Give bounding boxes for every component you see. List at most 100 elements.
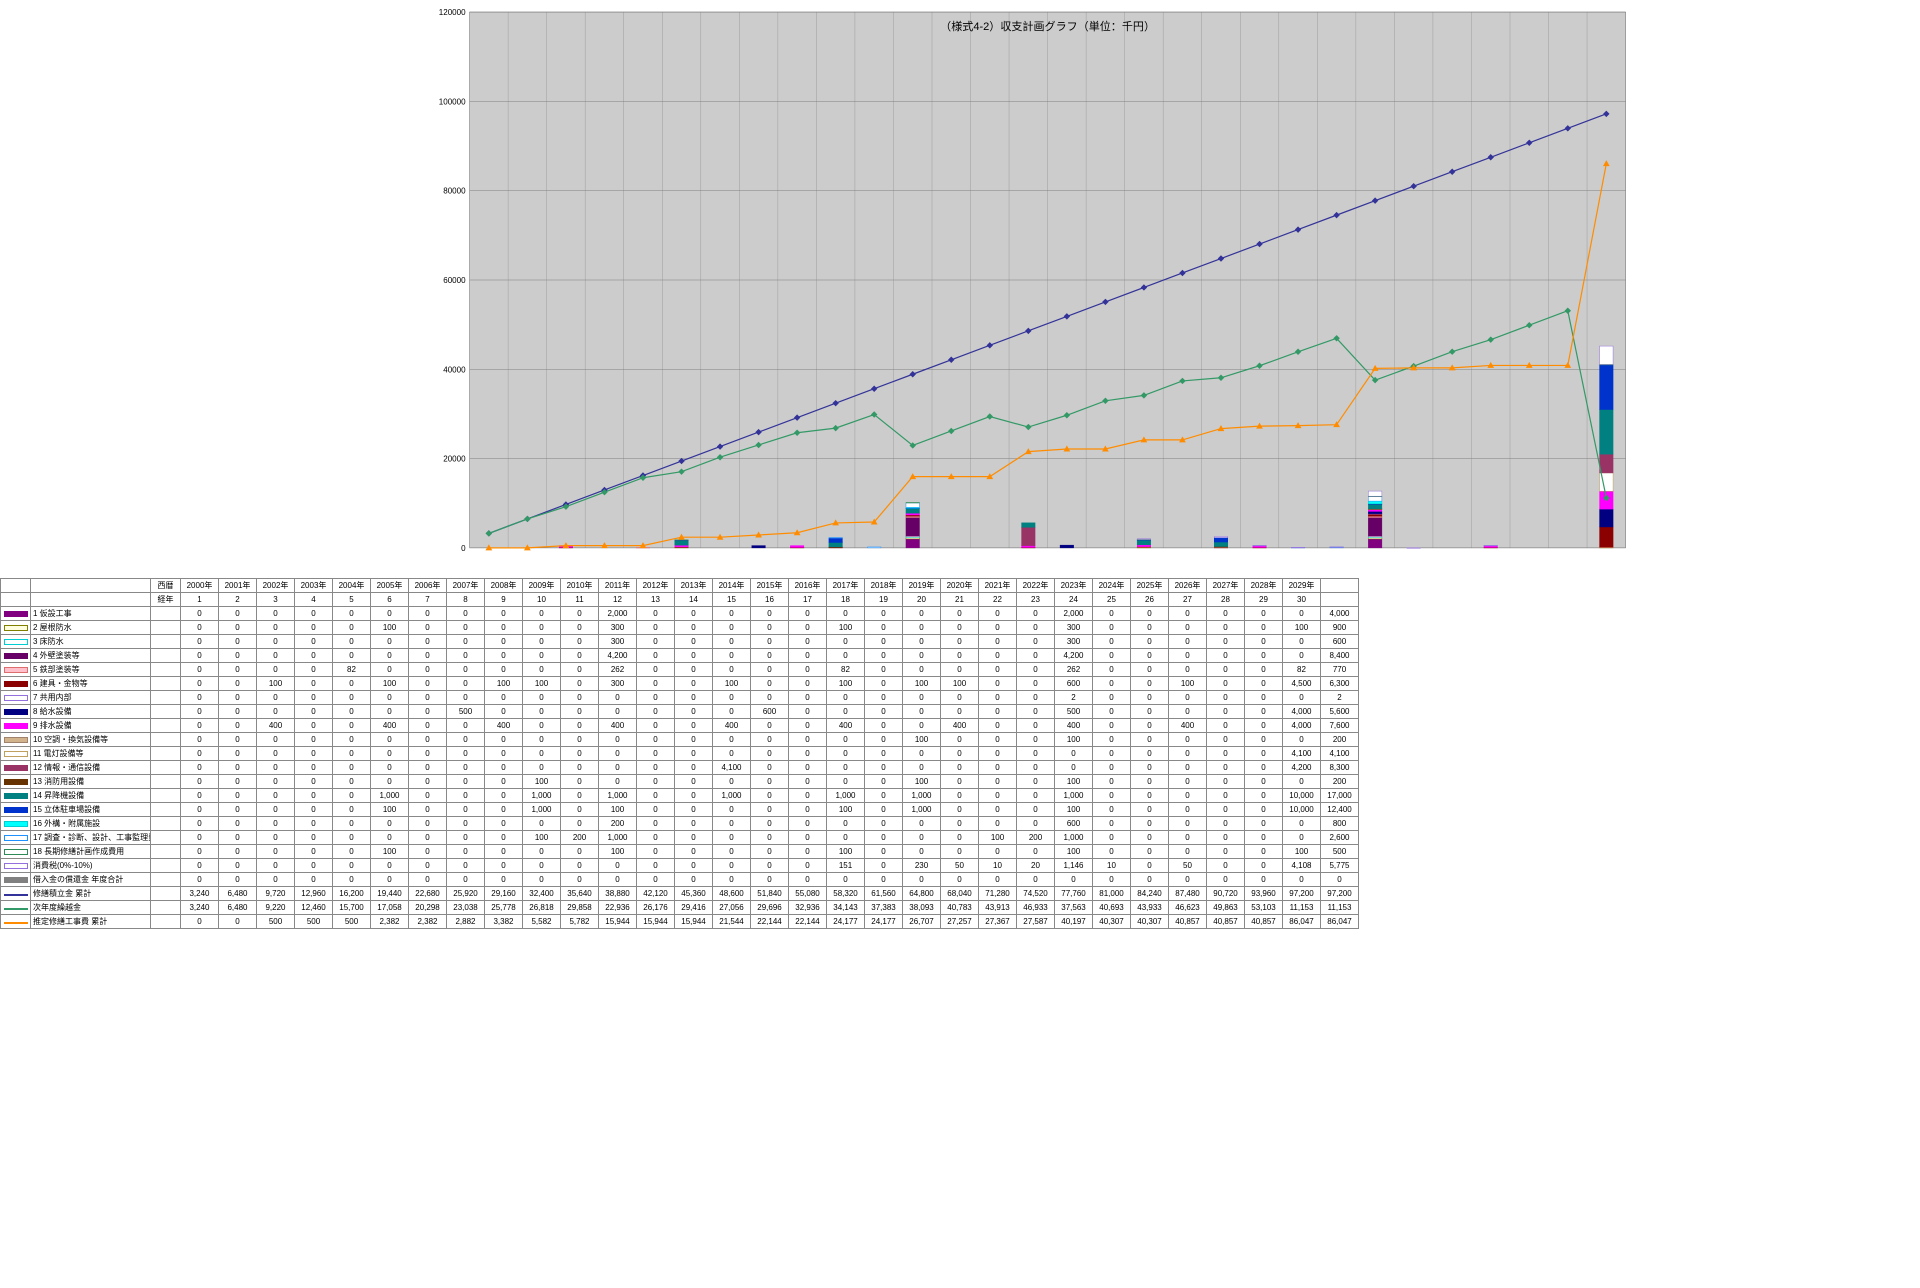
- cell: 0: [1169, 705, 1207, 719]
- cell: 0: [181, 621, 219, 635]
- cell: 100: [1055, 845, 1093, 859]
- cell: 84,240: [1131, 887, 1169, 901]
- cell: 400: [371, 719, 409, 733]
- cell: 0: [637, 747, 675, 761]
- cell: 0: [637, 705, 675, 719]
- cell: 500: [1321, 845, 1359, 859]
- cell: 0: [941, 789, 979, 803]
- cell: 22,144: [789, 915, 827, 929]
- cell: 0: [1207, 607, 1245, 621]
- cell: 0: [903, 607, 941, 621]
- cell: 0: [979, 691, 1017, 705]
- cell: 0: [675, 789, 713, 803]
- table-row: 6 建具・金物等00100001000010010003000010000100…: [1, 677, 1359, 691]
- series-label: 4 外壁塗装等: [31, 649, 151, 663]
- cell: 0: [409, 803, 447, 817]
- year-header: 2018年: [865, 579, 903, 593]
- table-row: 4 外壁塗装等000000000004,200000000000004,2000…: [1, 649, 1359, 663]
- cell: 0: [1131, 845, 1169, 859]
- table-row: 7 共用内部0000000000000000000000020000002: [1, 691, 1359, 705]
- cell: 12,460: [295, 901, 333, 915]
- cell: 2,882: [447, 915, 485, 929]
- cell: 0: [941, 803, 979, 817]
- cell: 1,146: [1055, 859, 1093, 873]
- cell: 64,800: [903, 887, 941, 901]
- cell: 0: [1017, 607, 1055, 621]
- cell: 0: [789, 831, 827, 845]
- cell: 0: [181, 677, 219, 691]
- cell: 200: [561, 831, 599, 845]
- cell: 2: [1055, 691, 1093, 705]
- series-label: 8 給水設備: [31, 705, 151, 719]
- cell: 0: [409, 845, 447, 859]
- cell: 0: [827, 817, 865, 831]
- cell: 0: [1169, 621, 1207, 635]
- cell: 0: [561, 649, 599, 663]
- cell: 100: [599, 803, 637, 817]
- cell: 300: [1055, 621, 1093, 635]
- cell: 0: [333, 691, 371, 705]
- cell: 0: [1131, 719, 1169, 733]
- cell: 0: [865, 761, 903, 775]
- elapsed-header: 25: [1093, 593, 1131, 607]
- cell: 0: [485, 873, 523, 887]
- cell: 0: [675, 719, 713, 733]
- cell: 200: [1321, 733, 1359, 747]
- cell: 4,000: [1283, 705, 1321, 719]
- series-label: 推定修繕工事費 累計: [31, 915, 151, 929]
- year-header: 2022年: [1017, 579, 1055, 593]
- cell: 0: [903, 719, 941, 733]
- cell: 0: [1093, 817, 1131, 831]
- cell: 0: [1093, 677, 1131, 691]
- cell: 0: [485, 775, 523, 789]
- cell: 0: [903, 663, 941, 677]
- table-row: 修繕積立金 累計3,2406,4809,72012,96016,20019,44…: [1, 887, 1359, 901]
- cell: [151, 845, 181, 859]
- cell: [151, 803, 181, 817]
- cell: 0: [561, 747, 599, 761]
- cell: 0: [1169, 663, 1207, 677]
- elapsed-header: 21: [941, 593, 979, 607]
- cell: 0: [941, 831, 979, 845]
- cell: 500: [447, 705, 485, 719]
- elapsed-header: 26: [1131, 593, 1169, 607]
- cell: 0: [1131, 831, 1169, 845]
- legend-swatch: [1, 789, 31, 803]
- cell: 0: [941, 747, 979, 761]
- cell: 20: [1017, 859, 1055, 873]
- series-label: 消費税(0%-10%): [31, 859, 151, 873]
- cell: 0: [1131, 705, 1169, 719]
- cell: 300: [599, 621, 637, 635]
- cell: 0: [219, 733, 257, 747]
- cell: 10: [979, 859, 1017, 873]
- cell: 0: [1169, 761, 1207, 775]
- cell: 0: [485, 705, 523, 719]
- cell: 100: [599, 845, 637, 859]
- cell: 600: [1055, 817, 1093, 831]
- elapsed-header: 5: [333, 593, 371, 607]
- cell: 0: [181, 873, 219, 887]
- cell: [151, 607, 181, 621]
- cell: 0: [371, 859, 409, 873]
- cell: 1,000: [903, 789, 941, 803]
- cell: 0: [637, 691, 675, 705]
- cell: 0: [181, 635, 219, 649]
- cell: 82: [333, 663, 371, 677]
- cell: 0: [371, 663, 409, 677]
- cell: 0: [637, 719, 675, 733]
- cell: 0: [789, 621, 827, 635]
- cell: 0: [447, 873, 485, 887]
- cell: 0: [257, 761, 295, 775]
- cell: 0: [219, 691, 257, 705]
- cell: 4,100: [1283, 747, 1321, 761]
- table-row: 2 屋根防水0000010000000300000001000000030000…: [1, 621, 1359, 635]
- cell: 0: [599, 775, 637, 789]
- cell: 0: [1131, 761, 1169, 775]
- year-header: 2028年: [1245, 579, 1283, 593]
- cell: 0: [371, 607, 409, 621]
- cell: 0: [979, 733, 1017, 747]
- cell: 0: [1207, 649, 1245, 663]
- cell: 151: [827, 859, 865, 873]
- cell: 0: [1245, 635, 1283, 649]
- cell: 0: [675, 873, 713, 887]
